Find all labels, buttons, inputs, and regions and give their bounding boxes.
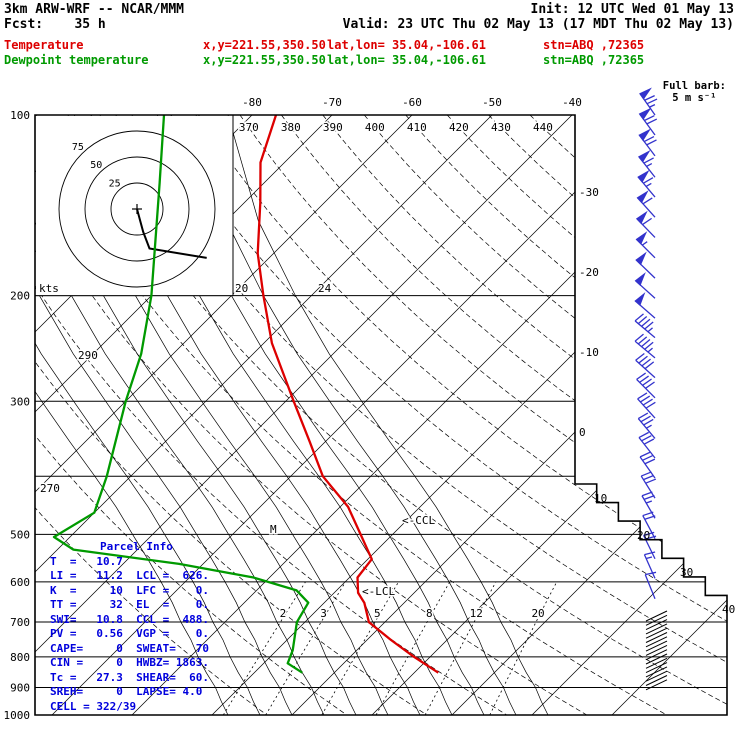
isotherm-label: -30 [579,186,599,199]
dry-adiabat-label: 370 [239,121,259,134]
parcel-info-panel: Parcel Info T = 10.7 LI = 11.2 LCL = 626. K… [50,540,209,714]
level-annotation: <-CCL [402,514,435,527]
hodograph-units-label: kts [39,282,59,295]
isotherm-label: -20 [579,266,599,279]
model-title: 3km ARW-WRF -- NCAR/MMM [4,2,185,17]
dewpoint-station: stn=ABQ ,72365 [543,53,645,67]
dry-adiabat-label: 270 [40,482,60,495]
mixing-ratio-label: 12 [470,607,483,620]
parcel-info-line: LI = 11.2 LCL = 626. [50,569,209,582]
parcel-info-title: Parcel Info [100,540,173,553]
pressure-axis-label: 500 [10,528,30,541]
temperature-legend-label: Temperature [4,38,84,52]
parcel-info-line: SWI= 10.8 CCL = 488. [50,612,209,626]
forecast-hour: Fcst: 35 h [4,17,106,32]
moist-adiabat-label: 20 [235,282,248,295]
parcel-info-line: CELL = 322/39 [50,699,137,713]
isotherm-label: -40 [562,96,582,109]
dry-adiabat-label: 410 [407,121,427,134]
wind-barbs [634,87,658,599]
isotherm-label: 10 [594,492,607,505]
isotherm-label: 40 [722,603,735,616]
dewpoint-trace [52,115,310,674]
pressure-axis-label: 600 [10,576,30,589]
parcel-info-line: K = 10 LFC = 0. [50,583,209,597]
init-time: Init: 12 UTC Wed 01 May 13 [530,2,735,17]
temperature-latlon: lat,lon= 35.04,-106.61 [327,38,486,52]
mixing-ratio-label: 3 [320,607,327,620]
mixing-ratio-label: 20 [531,607,544,620]
level-annotation: M [270,523,277,536]
hodograph-trace [136,208,207,259]
pressure-axis-label: 700 [10,616,30,629]
hodograph-ring-label: 50 [90,160,102,171]
pressure-axis-label: 1000 [4,709,31,722]
parcel-info-line: Tc = 27.3 SHEAR= 60. [50,670,209,684]
moist-adiabat-label: 24 [318,282,332,295]
dry-adiabat-label: 390 [323,121,343,134]
mixing-ratio-label: 2 [280,607,287,620]
level-annotation: <-LCL [362,585,395,598]
isotherm-label: -50 [482,96,502,109]
dewpoint-xy: x,y=221.55,350.50 [203,53,326,67]
dry-adiabat-label: 380 [281,121,301,134]
dry-adiabat-label: 290 [78,349,98,362]
dry-adiabat-label: 420 [449,121,469,134]
barb-legend-line2: 5 m s⁻¹ [672,92,717,104]
hodograph-ring [84,156,190,262]
temperature-trace [256,115,439,674]
sounding-traces [52,115,439,674]
mixing-ratio-label: 5 [374,607,381,620]
parcel-info-line: PV = 0.56 VGP = 0. [50,627,209,640]
isotherm-label: -80 [242,96,262,109]
isotherm-label: 30 [680,566,693,579]
parcel-info-line: CIN = 0 HWBZ= 1863. [50,656,209,669]
hodograph-ring [58,130,216,288]
plot-border [34,114,728,716]
isotherm-label: -60 [402,96,422,109]
dry-adiabat-label: 440 [533,121,553,134]
hodograph-inset: 25 50 75 kts [35,115,234,297]
valid-time: Valid: 23 UTC Thu 02 May 13 (17 MDT Thu … [342,17,734,32]
barb-legend-line1: Full barb: [662,80,726,92]
hodograph-ring-label: 75 [72,142,84,153]
isotherm-label: -70 [322,96,342,109]
temperature-xy: x,y=221.55,350.50 [203,38,326,52]
parcel-info-line: CAPE= 0 SWEAT= 70 [50,641,209,655]
pressure-axis-label: 100 [10,109,30,122]
parcel-info-line: TT = 32 EL = 0. [50,598,209,611]
isotherm-label: 0 [579,426,586,439]
pressure-axis-label: 900 [10,682,30,695]
dewpoint-legend-label: Dewpoint temperature [4,53,149,67]
dry-adiabat-label: 430 [491,121,511,134]
temperature-station: stn=ABQ ,72365 [543,38,645,52]
parcel-info-line: T = 10.7 [50,554,123,568]
dewpoint-latlon: lat,lon= 35.04,-106.61 [327,53,486,67]
below-ground-hatch [645,610,668,691]
mixing-ratio-label: 8 [426,607,433,620]
dry-adiabat-label: 400 [365,121,385,134]
wind-barb-legend: Full barb: 5 m s⁻¹ [663,80,726,104]
pressure-axis-label: 800 [10,651,30,664]
hodograph-ring-label: 25 [109,179,121,190]
isotherm-label: -10 [579,346,599,359]
pressure-axis-label: 200 [10,290,30,303]
pressure-axis-label: 300 [10,395,30,408]
hodograph-ring [110,182,164,236]
parcel-info-line: SREH= 0 LAPSE= 4.0 [50,685,203,698]
isotherm-label: 20 [637,529,650,542]
